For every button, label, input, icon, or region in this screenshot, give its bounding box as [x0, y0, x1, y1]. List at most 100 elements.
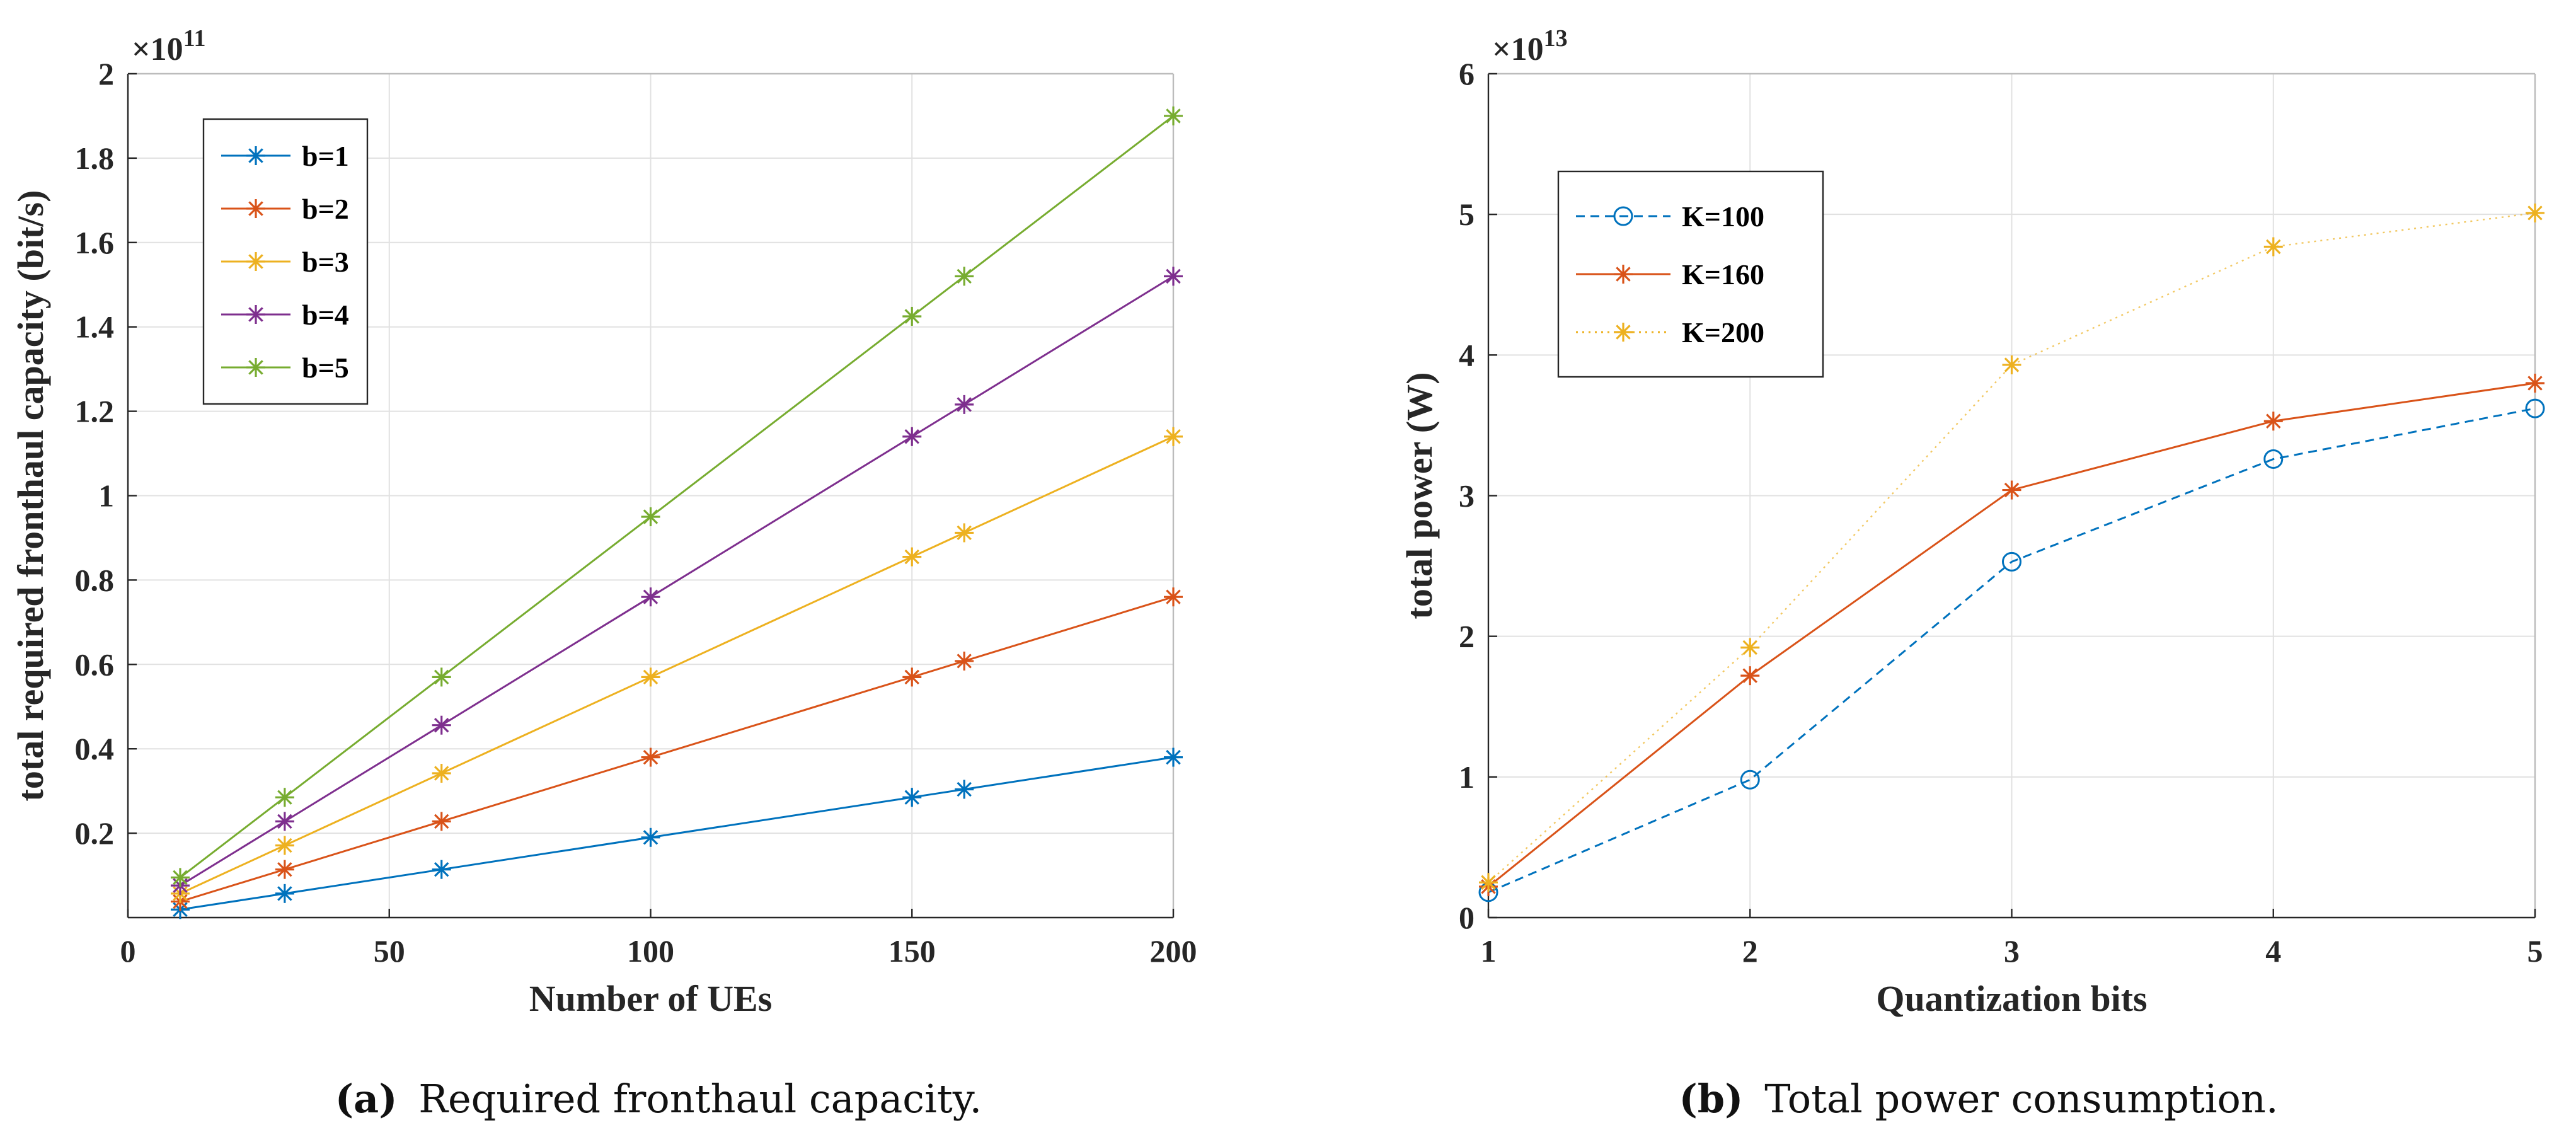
y-exponent-power: 13 — [1544, 25, 1568, 52]
legend-label: K=100 — [1682, 200, 1764, 233]
y-exponent-power: 11 — [183, 25, 206, 52]
series-b=1 — [170, 747, 1183, 919]
legend-item-b=2: b=2 — [221, 193, 349, 225]
y-tick-label: 1 — [1459, 759, 1475, 795]
series-K=200 — [1479, 203, 2544, 892]
chart-panel-fronthaul-capacity: 0 50 100 150 200 0.2 0.4 0.6 0.8 1 1.2 1.4 1.6 1.8 2 ×1… — [10, 25, 1197, 1019]
legend-item-K=100: K=100 — [1576, 200, 1764, 233]
data-point — [2263, 449, 2284, 469]
legend-swatch-marker — [246, 146, 265, 165]
x-tick-label: 4 — [2265, 933, 2281, 969]
data-point — [1740, 638, 1760, 657]
legend-item-b=4: b=4 — [221, 299, 349, 331]
data-point — [1740, 769, 1760, 790]
data-point — [1479, 873, 1498, 892]
data-point — [955, 395, 974, 414]
x-tick-label: 50 — [374, 933, 405, 969]
y-tick-label: 0.2 — [75, 815, 115, 851]
legend-label: K=160 — [1682, 258, 1764, 291]
data-point — [955, 651, 974, 671]
x-tick-label: 150 — [888, 933, 936, 969]
legend-label: K=200 — [1682, 316, 1764, 349]
x-tick-label: 5 — [2527, 933, 2543, 969]
data-point — [641, 587, 660, 607]
data-point — [275, 812, 294, 831]
data-point — [641, 827, 660, 847]
caption-a-text: Required fronthaul capacity. — [418, 1076, 982, 1122]
legend-item-b=1: b=1 — [221, 140, 349, 172]
legend-swatch-marker — [1614, 265, 1633, 284]
data-point — [902, 547, 922, 567]
x-tick-label: 100 — [627, 933, 674, 969]
legend: b=1 b=2 b=3 b=4 b=5 — [202, 118, 369, 405]
data-point — [432, 667, 451, 687]
data-point — [641, 667, 660, 687]
series-b=5 — [170, 106, 1183, 887]
legend-item-b=3: b=3 — [221, 246, 349, 278]
x-tick-label: 2 — [1742, 933, 1758, 969]
legend-swatch-marker — [246, 199, 265, 218]
y-tick-label: 0 — [1459, 900, 1475, 935]
y-tick-label: 1.4 — [75, 309, 115, 345]
series-K=100 — [1478, 398, 2545, 902]
x-axis-title: Number of UEs — [529, 978, 773, 1019]
legend-label: b=2 — [302, 193, 349, 225]
legend-swatch-marker — [1613, 206, 1633, 226]
y-tick-label: 4 — [1459, 337, 1475, 372]
data-point — [275, 788, 294, 807]
series-b=3 — [170, 427, 1183, 903]
y-tick-label: 1 — [98, 478, 114, 514]
data-point — [275, 836, 294, 855]
data-point — [275, 884, 294, 903]
legend-label: b=5 — [302, 352, 349, 384]
y-tick-label: 1.8 — [75, 141, 115, 176]
legend-label: b=4 — [302, 299, 349, 331]
series-b=4 — [170, 267, 1183, 896]
data-point — [2002, 355, 2021, 374]
y-tick-label: 0.4 — [75, 731, 115, 766]
data-point — [955, 267, 974, 286]
data-point — [2263, 412, 2283, 431]
data-point — [170, 868, 190, 887]
data-point — [902, 306, 922, 326]
data-point — [2002, 480, 2021, 500]
caption-b-label: (b) — [1679, 1076, 1743, 1122]
legend-label: b=3 — [302, 246, 349, 278]
caption-a-label: (a) — [335, 1076, 398, 1122]
legend-label: b=1 — [302, 140, 349, 172]
caption-b: (b) Total power consumption. — [1679, 1076, 2278, 1122]
y-tick-label: 2 — [98, 56, 114, 91]
legend-item-K=200: K=200 — [1576, 316, 1764, 349]
data-point — [2002, 551, 2021, 572]
x-tick-label: 200 — [1150, 933, 1197, 969]
data-point — [641, 747, 660, 767]
data-point — [955, 523, 974, 543]
data-point — [902, 427, 922, 446]
legend-swatch-marker — [246, 305, 265, 324]
caption-a: (a) Required fronthaul capacity. — [335, 1076, 982, 1122]
data-point — [1164, 587, 1183, 607]
y-exponent-label: ×1013 — [1492, 25, 1568, 67]
legend-swatch-marker — [246, 252, 265, 271]
y-exponent-label: ×1011 — [132, 25, 206, 67]
data-point — [1164, 747, 1183, 767]
data-point — [2525, 398, 2545, 418]
data-point — [2263, 237, 2283, 256]
legend-item-K=160: K=160 — [1576, 258, 1764, 291]
data-point — [902, 667, 922, 687]
x-axis-title: Quantization bits — [1876, 978, 2147, 1019]
caption-b-text: Total power consumption. — [1764, 1076, 2278, 1122]
y-exponent-base: ×10 — [1492, 32, 1544, 67]
series-line — [1488, 212, 2536, 884]
data-point — [1164, 106, 1183, 125]
y-tick-label: 6 — [1459, 56, 1475, 91]
data-point — [275, 860, 294, 879]
data-point — [1164, 427, 1183, 446]
data-point — [432, 812, 451, 831]
data-point — [641, 507, 660, 526]
y-tick-label: 0.8 — [75, 562, 115, 597]
data-point — [432, 860, 451, 879]
series-K=160 — [1479, 373, 2544, 896]
y-tick-label: 0.6 — [75, 647, 115, 682]
